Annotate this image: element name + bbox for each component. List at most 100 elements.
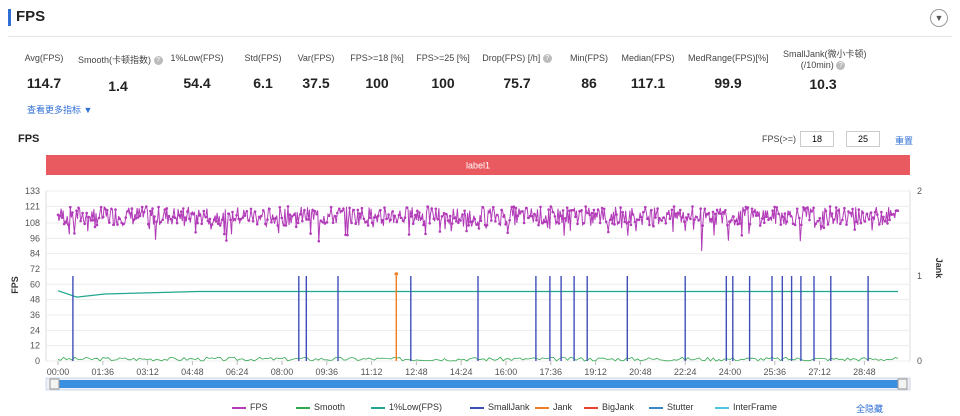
fps-point — [789, 214, 793, 218]
legend-item-smooth[interactable]: Smooth — [296, 402, 345, 412]
metric-0: Avg(FPS) 114.7 — [4, 53, 84, 91]
fps-point — [750, 207, 754, 211]
fps-point — [227, 212, 230, 215]
x-tick-label: 17:36 — [540, 367, 563, 377]
fps-point — [290, 215, 294, 218]
fps-point — [198, 214, 201, 217]
range-slider-left-handle[interactable] — [49, 378, 60, 390]
fps-point — [407, 233, 411, 236]
fps-point — [221, 218, 224, 221]
fps-point — [108, 221, 111, 224]
fps-point — [463, 209, 466, 213]
fps-point — [387, 213, 390, 216]
fps-point — [442, 211, 446, 215]
y2-axis-label: Jank — [934, 258, 944, 280]
fps-point — [364, 220, 368, 224]
x-tick-label: 08:00 — [271, 367, 294, 377]
legend-item-interframe[interactable]: InterFrame — [715, 402, 777, 412]
fps-point — [372, 216, 376, 219]
fps-threshold-input-2[interactable] — [846, 131, 880, 147]
fps-point — [241, 216, 245, 219]
fps-point — [280, 216, 284, 220]
more-metrics-link[interactable]: 查看更多指标 ▼ — [27, 105, 93, 115]
fps-point — [787, 212, 791, 216]
fps-point — [69, 205, 72, 209]
chevron-down-icon[interactable]: ▼ — [930, 9, 948, 27]
metric-label: Median(FPS) — [621, 53, 675, 63]
y-tick-label: 60 — [30, 279, 40, 289]
fps-point — [880, 210, 883, 214]
fps-point — [270, 221, 273, 224]
fps-point — [738, 222, 741, 225]
fps-point — [623, 220, 626, 224]
x-tick-label: 16:00 — [495, 367, 518, 377]
range-slider-selection[interactable] — [59, 380, 898, 388]
metric-value: 10.3 — [809, 76, 837, 93]
fps-point — [660, 219, 663, 222]
fps-point — [212, 218, 216, 221]
fps-point — [715, 208, 719, 212]
fps-point — [465, 229, 468, 233]
title-accent-bar — [8, 9, 11, 26]
reset-button[interactable]: 重置 — [895, 136, 914, 146]
fps-point — [366, 224, 370, 227]
fps-point — [138, 214, 142, 218]
fps-point — [699, 207, 702, 210]
x-tick-label: 00:00 — [47, 367, 70, 377]
fps-point — [202, 209, 206, 213]
legend-item-bigjank[interactable]: BigJank — [584, 402, 634, 412]
fps-point — [177, 213, 181, 217]
fps-point — [56, 213, 60, 217]
fps-point — [814, 222, 817, 225]
fps-point — [830, 212, 834, 215]
fps-point — [886, 222, 889, 225]
legend-item-smalljank[interactable]: SmallJank — [470, 402, 530, 412]
x-tick-label: 19:12 — [584, 367, 607, 377]
x-tick-label: 12:48 — [405, 367, 428, 377]
fps-point — [243, 214, 247, 217]
fps-point — [455, 219, 458, 223]
fps-threshold-input-1[interactable] — [800, 131, 834, 147]
range-slider-right-handle[interactable] — [897, 378, 908, 390]
legend-item-stutter[interactable]: Stutter — [649, 402, 694, 412]
legend-item-fps[interactable]: FPS — [232, 402, 268, 412]
legend-swatch — [371, 406, 385, 409]
fps-point — [206, 219, 210, 223]
fps-point — [802, 206, 805, 209]
fps-point — [91, 219, 95, 222]
legend-item-1-low-fps-[interactable]: 1%Low(FPS) — [371, 402, 442, 412]
fps-point — [861, 211, 865, 214]
fps-point — [578, 209, 581, 213]
help-icon[interactable]: ? — [542, 54, 552, 64]
hide-all-button[interactable]: 全隐藏 — [856, 404, 884, 414]
fps-point — [448, 214, 452, 218]
fps-point — [268, 207, 271, 211]
fps-point — [284, 224, 288, 227]
fps-point — [494, 220, 497, 223]
fps-point — [615, 213, 618, 216]
fps-point — [873, 210, 877, 214]
fps-point — [707, 211, 711, 215]
fps-point — [229, 218, 232, 222]
fps-point — [179, 210, 183, 213]
fps-point — [500, 208, 503, 212]
legend-item-jank[interactable]: Jank — [535, 402, 572, 412]
fps-point — [428, 222, 432, 225]
fps-point — [808, 218, 811, 222]
fps-point — [539, 205, 542, 209]
legend-label: InterFrame — [733, 402, 778, 412]
fps-point — [529, 214, 532, 218]
fps-point — [101, 215, 105, 219]
fps-point — [666, 212, 670, 215]
fps-point — [740, 234, 744, 237]
help-icon[interactable]: ? — [836, 61, 846, 71]
fps-point — [235, 214, 238, 217]
fps-point — [73, 232, 76, 235]
metric-label: 1%Low(FPS) — [170, 53, 224, 63]
fps-point — [765, 215, 768, 218]
fps-point — [748, 222, 752, 226]
help-icon[interactable]: ? — [153, 56, 163, 66]
fps-point — [705, 212, 709, 216]
fps-point — [781, 215, 785, 219]
